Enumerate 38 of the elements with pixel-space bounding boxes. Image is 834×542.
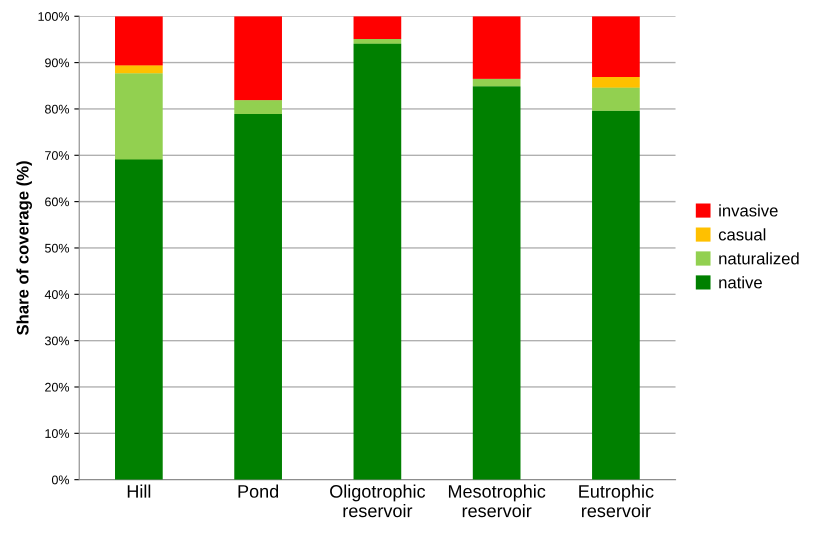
x-tick-label: Pond: [238, 484, 278, 498]
y-tick-label: 60%: [45, 197, 70, 206]
bar: [354, 44, 402, 480]
bar: [234, 114, 282, 480]
legend-label: native: [719, 276, 762, 288]
legend-label: invasive: [719, 204, 778, 217]
bar: [115, 73, 163, 160]
x-tick-label: Oligotrophic reservoir: [330, 484, 426, 518]
x-tick-label: Hill: [128, 484, 150, 498]
bar: [472, 86, 520, 480]
bar: [472, 16, 520, 79]
bar: [592, 16, 640, 77]
legend-label: casual: [718, 228, 766, 241]
y-tick-label: 10%: [45, 429, 70, 438]
y-tick-label: 50%: [44, 244, 70, 253]
y-tick-label: 30%: [44, 336, 70, 346]
bar: [472, 78, 520, 86]
bar: [592, 110, 640, 480]
y-axis-title: Share of coverage (%): [16, 161, 32, 336]
x-tick-label: Mesotrophic reservoir: [448, 484, 546, 518]
bar: [115, 159, 163, 480]
y-tick-label: 40%: [44, 290, 70, 299]
y-tick-label: 90%: [45, 58, 70, 68]
y-tick-label: 100%: [38, 12, 70, 21]
y-tick-label: 80%: [45, 104, 70, 114]
bar: [592, 76, 640, 88]
bar: [115, 16, 163, 66]
bar: [234, 100, 282, 114]
y-tick-label: 0%: [52, 475, 70, 484]
bar: [234, 16, 282, 100]
y-tick-label: 20%: [45, 382, 70, 392]
bar: [354, 16, 402, 39]
bar: [115, 65, 163, 74]
bar: [592, 88, 640, 111]
legend-label: naturalized: [719, 252, 799, 264]
y-tick-label: 70%: [45, 151, 70, 160]
bar: [354, 38, 402, 44]
x-tick-label: Eutrophic reservoir: [579, 484, 654, 518]
